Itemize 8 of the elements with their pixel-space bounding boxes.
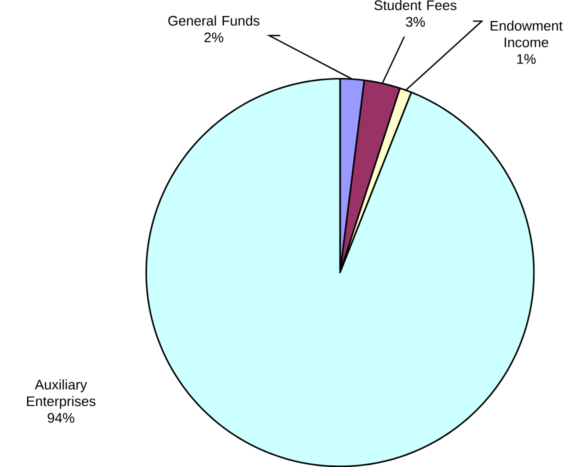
data-label: 2% bbox=[204, 32, 224, 42]
data-label: 3% bbox=[406, 16, 425, 27]
slice-label: Student Fees bbox=[374, 0, 456, 10]
slice-label: General Funds bbox=[168, 15, 260, 26]
data-label: 1% bbox=[517, 54, 536, 64]
slice-label: Endowment Income bbox=[490, 20, 563, 48]
data-label: 94% bbox=[48, 412, 74, 423]
slice-label: Auxiliary Enterprises bbox=[27, 379, 96, 409]
